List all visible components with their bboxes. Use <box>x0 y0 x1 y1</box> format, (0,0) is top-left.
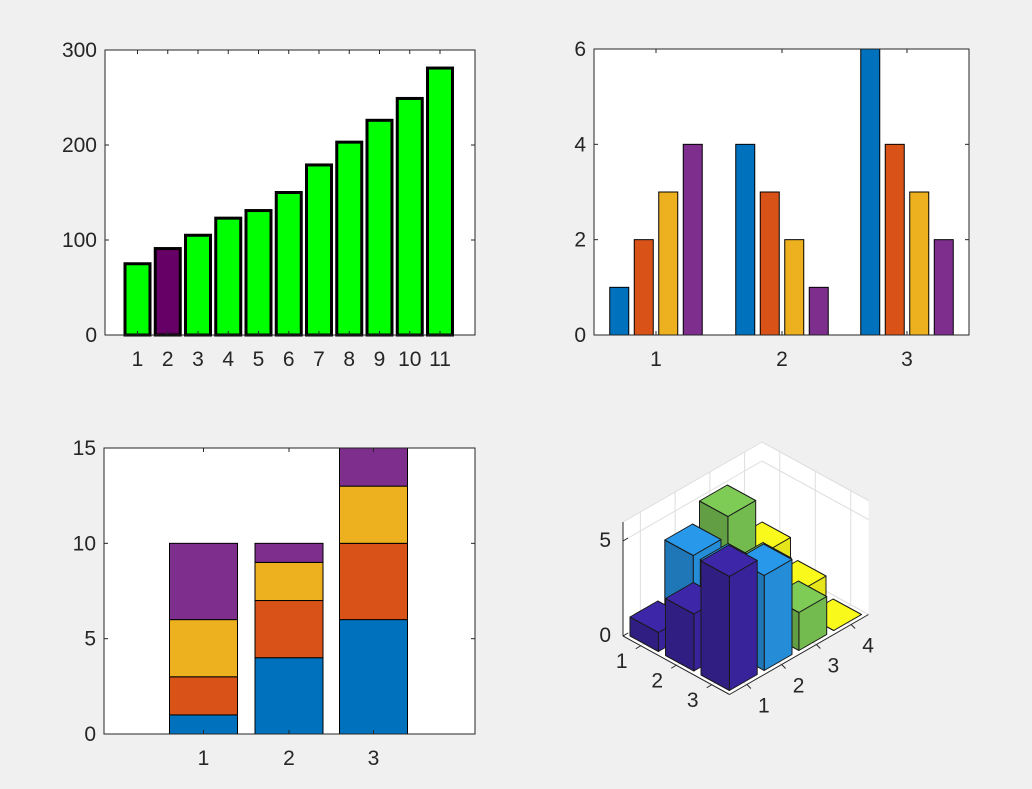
bar <box>153 247 182 337</box>
bar <box>426 66 454 337</box>
x-tick-label: 1 <box>198 747 210 770</box>
x-tick-label: 4 <box>222 348 234 371</box>
x-tick-label: 6 <box>283 348 295 371</box>
bar3d-face-top <box>699 484 757 517</box>
grid-line <box>622 460 763 542</box>
bar <box>808 286 829 336</box>
column-tick-label: 3 <box>828 655 840 678</box>
bar-segment <box>169 676 238 716</box>
bar-segment <box>339 619 408 735</box>
bar <box>682 143 703 336</box>
bar-segment <box>339 447 408 487</box>
bar-segment <box>169 542 238 621</box>
y-tick-label: 100 <box>62 229 97 252</box>
x-tick-label: 11 <box>429 348 451 371</box>
bar <box>609 286 630 336</box>
x-tick-label: 1 <box>650 348 662 371</box>
z-tick-mark <box>622 632 629 637</box>
bar-segment <box>254 542 324 563</box>
y-tick-label: 4 <box>574 133 586 156</box>
column-tick-mark <box>746 684 752 689</box>
x-tick-label: 5 <box>253 348 265 371</box>
bar-segment <box>339 485 408 544</box>
column-tick-label: 2 <box>793 675 805 698</box>
bar <box>395 96 424 337</box>
y-tick-label: 2 <box>574 229 586 252</box>
subplot-3-stacked-bar-chart: 0 5 10 15 1 2 3 <box>73 437 476 770</box>
x-tick-label: 9 <box>374 348 386 371</box>
column-tick-mark <box>781 664 786 669</box>
x-tick-label: 2 <box>162 348 174 371</box>
y-tick-label: 0 <box>84 723 96 746</box>
subplot-1-bar-chart: 0 100 200 300 1 2 3 4 5 6 7 8 9 10 11 <box>62 39 476 371</box>
bar <box>759 191 780 336</box>
x-tick-label: 3 <box>192 348 204 371</box>
bar <box>214 216 243 337</box>
row-tick-label: 2 <box>651 669 663 692</box>
row-tick-mark <box>635 645 642 650</box>
bar-segment <box>254 561 324 602</box>
bar3d-face-side <box>700 560 730 691</box>
bar-segment <box>254 600 324 659</box>
z-tick-label: 5 <box>599 529 611 552</box>
column-tick-mark <box>850 624 856 629</box>
x-tick-label: 7 <box>313 348 325 371</box>
bar3d-face-top <box>700 544 758 577</box>
y-tick-label: 200 <box>62 134 97 157</box>
x-tick-label: 10 <box>398 348 421 371</box>
bar <box>244 209 273 337</box>
column-tick-label: 4 <box>862 635 874 658</box>
bar-segment <box>339 542 408 621</box>
subplot-2-grouped-bar-chart: 0 2 4 6 1 2 3 <box>574 38 970 371</box>
column-tick-mark <box>816 644 821 649</box>
row-tick-label: 3 <box>687 689 699 712</box>
bar <box>884 143 905 336</box>
bar <box>305 163 333 337</box>
bar <box>335 140 364 337</box>
x-tick-label: 1 <box>132 348 144 371</box>
row-tick-mark <box>670 664 677 669</box>
x-tick-label: 2 <box>283 747 295 770</box>
x-tick-label: 3 <box>901 348 913 371</box>
y-tick-label: 10 <box>73 532 96 555</box>
bar3d-face-top <box>664 523 722 556</box>
column-tick-label: 1 <box>758 695 770 718</box>
row-tick-label: 1 <box>616 650 628 673</box>
bar <box>860 48 881 336</box>
bar-segment <box>169 619 238 678</box>
bar <box>123 262 152 337</box>
y-tick-label: 0 <box>574 324 586 347</box>
row-tick-mark <box>706 684 713 689</box>
bar-segment <box>254 657 324 735</box>
z-tick-label: 0 <box>599 624 611 647</box>
bar <box>909 191 930 336</box>
bar <box>274 191 303 337</box>
z-tick-mark <box>622 537 629 542</box>
bar <box>633 239 654 336</box>
axes-background <box>594 49 969 335</box>
y-tick-label: 15 <box>73 437 96 460</box>
x-tick-label: 3 <box>368 747 380 770</box>
bar3d-face-front <box>763 559 793 671</box>
bar <box>784 239 805 336</box>
y-tick-label: 6 <box>574 38 586 61</box>
axes-frame <box>104 49 476 336</box>
y-tick-label: 0 <box>85 324 97 347</box>
bar <box>658 191 679 336</box>
grid-line <box>761 441 869 501</box>
column-axis-line <box>729 614 869 695</box>
grid-line <box>761 460 869 520</box>
bar <box>735 143 756 336</box>
bar <box>365 118 394 337</box>
bar <box>933 239 954 336</box>
x-tick-label: 8 <box>343 348 355 371</box>
grid-line <box>622 441 763 523</box>
x-tick-label: 2 <box>776 348 788 371</box>
y-tick-label: 300 <box>62 39 97 62</box>
bar3d-face-front <box>728 560 758 691</box>
bar <box>184 233 212 337</box>
y-tick-label: 5 <box>84 628 96 651</box>
